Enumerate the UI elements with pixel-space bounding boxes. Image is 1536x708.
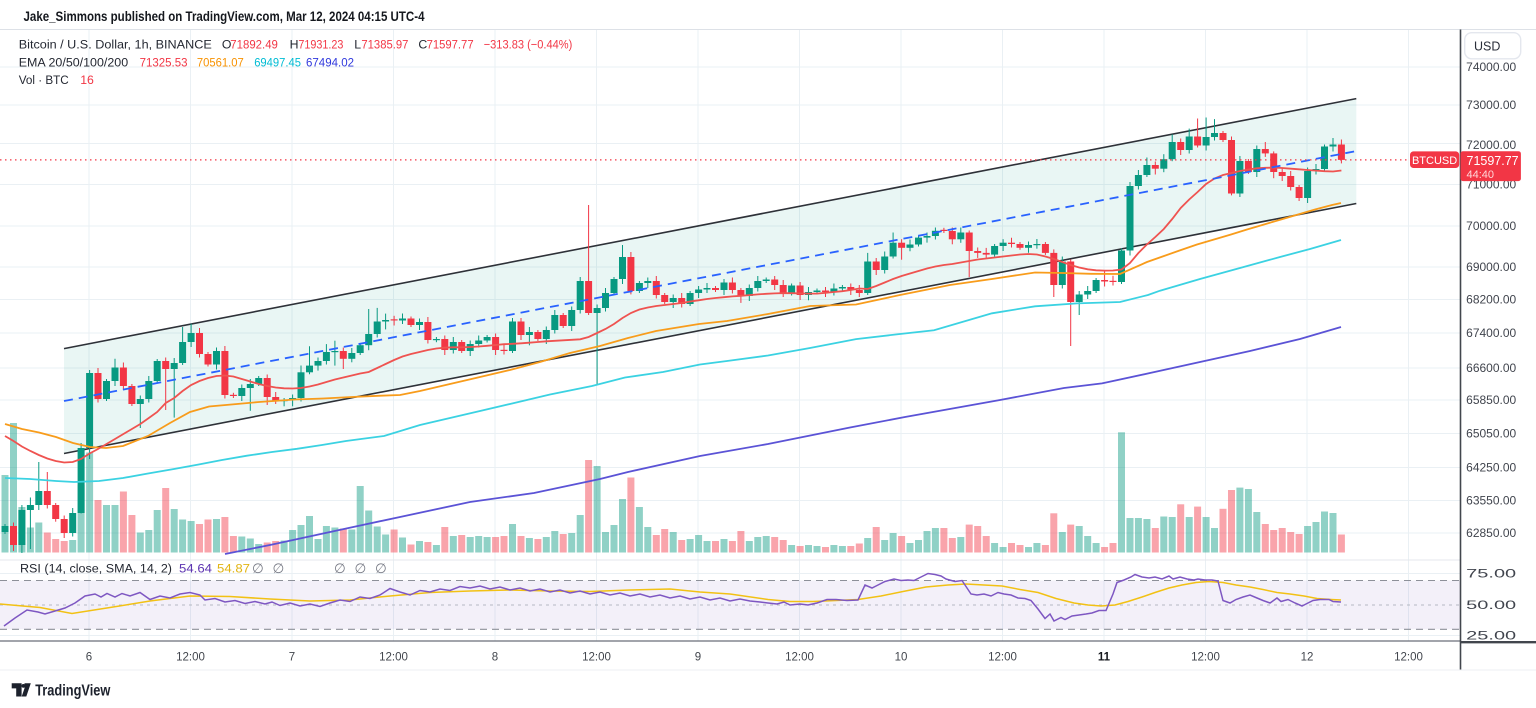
svg-text:∅: ∅ xyxy=(252,561,264,576)
svg-text:12:00: 12:00 xyxy=(1191,652,1220,664)
svg-text:12:00: 12:00 xyxy=(785,652,814,664)
svg-text:70000.00: 70000.00 xyxy=(1466,221,1516,233)
svg-text:69497.45: 69497.45 xyxy=(254,55,301,69)
svg-text:74000.00: 74000.00 xyxy=(1466,62,1516,74)
svg-text:71892.49: 71892.49 xyxy=(230,38,278,52)
svg-text:44:40: 44:40 xyxy=(1467,169,1495,181)
svg-text:70561.07: 70561.07 xyxy=(197,55,244,69)
svg-text:72000.00: 72000.00 xyxy=(1466,140,1516,152)
svg-text:−313.83 (−0.44%): −313.83 (−0.44%) xyxy=(484,38,573,52)
svg-text:68200.00: 68200.00 xyxy=(1466,295,1516,307)
svg-text:71931.23: 71931.23 xyxy=(298,38,343,52)
svg-text:L: L xyxy=(354,38,361,52)
svg-text:67400.00: 67400.00 xyxy=(1466,328,1516,340)
svg-text:63550.00: 63550.00 xyxy=(1466,496,1516,508)
svg-text:10: 10 xyxy=(895,652,908,664)
svg-text:54.87: 54.87 xyxy=(217,562,250,576)
svg-text:25.00: 25.00 xyxy=(1466,631,1516,643)
svg-text:71597.77: 71597.77 xyxy=(427,38,474,52)
svg-text:Jake_Simmons published on Trad: Jake_Simmons published on TradingView.co… xyxy=(24,9,425,24)
svg-text:9: 9 xyxy=(695,652,701,664)
svg-text:73000.00: 73000.00 xyxy=(1466,100,1516,112)
svg-text:71597.77: 71597.77 xyxy=(1467,154,1519,168)
svg-text:69000.00: 69000.00 xyxy=(1466,262,1516,274)
svg-text:∅: ∅ xyxy=(334,561,346,576)
svg-text:BTCUSD: BTCUSD xyxy=(1412,155,1457,167)
svg-text:65050.00: 65050.00 xyxy=(1466,429,1516,441)
svg-text:Bitcoin / U.S. Dollar, 1h, BIN: Bitcoin / U.S. Dollar, 1h, BINANCE xyxy=(19,38,212,52)
svg-text:H: H xyxy=(290,38,299,52)
svg-text:67494.02: 67494.02 xyxy=(306,55,354,69)
svg-text:8: 8 xyxy=(492,652,498,664)
svg-text:71325.53: 71325.53 xyxy=(140,55,188,69)
svg-text:7: 7 xyxy=(289,652,295,664)
svg-text:Vol · BTC: Vol · BTC xyxy=(19,73,69,87)
svg-text:C: C xyxy=(418,38,427,52)
svg-text:71000.00: 71000.00 xyxy=(1466,180,1516,192)
svg-text:54.64: 54.64 xyxy=(179,562,212,576)
svg-text:50.00: 50.00 xyxy=(1466,600,1516,612)
svg-text:71385.97: 71385.97 xyxy=(361,38,408,52)
svg-text:16: 16 xyxy=(80,73,94,87)
svg-text:12:00: 12:00 xyxy=(1394,652,1423,664)
svg-text:TradingView: TradingView xyxy=(35,683,111,700)
svg-text:12:00: 12:00 xyxy=(379,652,408,664)
svg-text:65850.00: 65850.00 xyxy=(1466,395,1516,407)
svg-text:12:00: 12:00 xyxy=(988,652,1017,664)
svg-text:USD: USD xyxy=(1474,40,1500,54)
svg-text:RSI (14, close, SMA, 14, 2): RSI (14, close, SMA, 14, 2) xyxy=(20,562,172,576)
svg-text:12: 12 xyxy=(1301,652,1314,664)
svg-text:66600.00: 66600.00 xyxy=(1466,363,1516,375)
svg-text:64250.00: 64250.00 xyxy=(1466,463,1516,475)
svg-text:12:00: 12:00 xyxy=(582,652,611,664)
svg-text:11: 11 xyxy=(1098,652,1111,664)
svg-text:75.00: 75.00 xyxy=(1466,569,1516,581)
svg-text:∅: ∅ xyxy=(375,561,387,576)
svg-text:6: 6 xyxy=(86,652,92,664)
svg-text:62850.00: 62850.00 xyxy=(1466,528,1516,540)
svg-text:∅: ∅ xyxy=(273,561,285,576)
svg-text:12:00: 12:00 xyxy=(176,652,205,664)
svg-text:O: O xyxy=(222,38,232,52)
svg-text:EMA 20/50/100/200: EMA 20/50/100/200 xyxy=(19,55,129,69)
svg-text:∅: ∅ xyxy=(355,561,367,576)
